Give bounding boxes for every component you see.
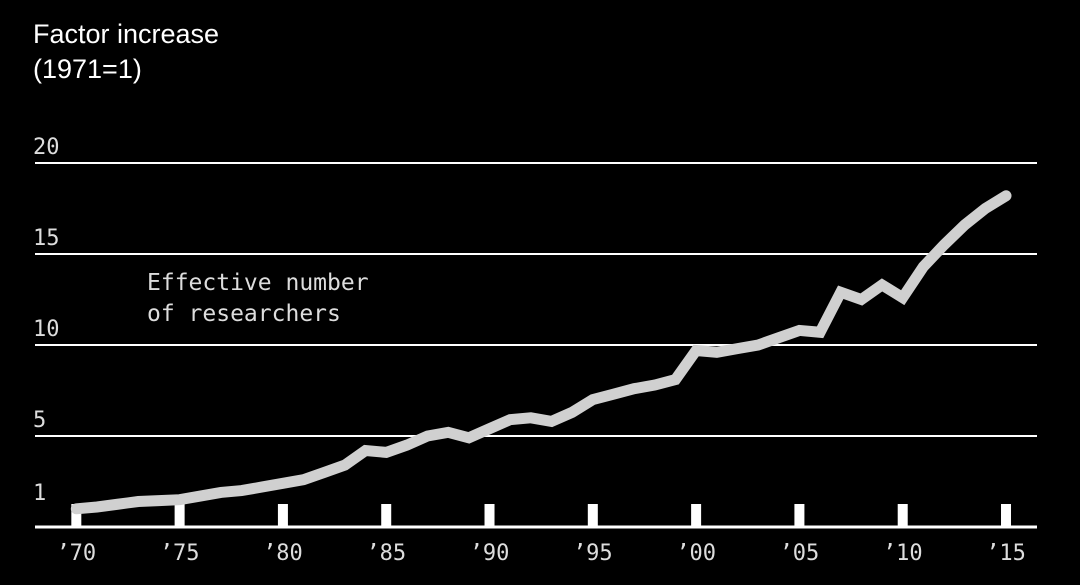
y-tick-label: 15 bbox=[33, 226, 60, 251]
x-tick-mark bbox=[691, 504, 702, 527]
x-tick-label: ’90 bbox=[470, 541, 510, 566]
x-tick-mark bbox=[794, 504, 805, 527]
line bbox=[70, 190, 1012, 515]
x-tick-mark bbox=[71, 504, 82, 527]
x-tick-label: ’75 bbox=[160, 541, 200, 566]
x-tick-mark bbox=[1001, 504, 1012, 527]
x-tick-mark bbox=[484, 504, 495, 527]
x-tick-label: ’70 bbox=[56, 541, 96, 566]
x-tick-mark bbox=[897, 504, 908, 527]
y-tick-label: 10 bbox=[33, 317, 60, 342]
x-tick-mark bbox=[587, 504, 598, 527]
chart-subtitle: (1971=1) bbox=[33, 54, 142, 84]
x-tick-label: ’00 bbox=[676, 541, 716, 566]
x-tick-mark bbox=[174, 504, 185, 527]
annotation: Effective number bbox=[147, 270, 369, 296]
x-tick-mark bbox=[381, 504, 392, 527]
annotation: of researchers bbox=[147, 301, 341, 327]
x-tick-label: ’15 bbox=[986, 541, 1026, 566]
x-tick-label: ’80 bbox=[263, 541, 303, 566]
y-tick-label: 1 bbox=[33, 481, 46, 506]
x-tick-mark bbox=[277, 504, 288, 527]
y-tick-label: 5 bbox=[33, 408, 46, 433]
x-tick-label: ’10 bbox=[883, 541, 923, 566]
chart-title: Factor increase bbox=[33, 19, 219, 49]
x-tick-label: ’85 bbox=[366, 541, 406, 566]
x-tick-label: ’95 bbox=[573, 541, 613, 566]
y-tick-label: 20 bbox=[33, 135, 60, 160]
x-tick-label: ’05 bbox=[780, 541, 820, 566]
